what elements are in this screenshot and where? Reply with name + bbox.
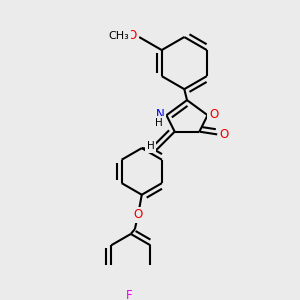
Text: N: N bbox=[156, 108, 165, 121]
Text: O: O bbox=[209, 108, 218, 121]
Text: O: O bbox=[133, 208, 142, 221]
Text: O: O bbox=[128, 29, 137, 42]
Text: F: F bbox=[126, 290, 133, 300]
Text: H: H bbox=[147, 141, 155, 151]
Text: CH₃: CH₃ bbox=[108, 31, 129, 41]
Text: O: O bbox=[219, 128, 229, 141]
Text: H: H bbox=[155, 118, 163, 128]
